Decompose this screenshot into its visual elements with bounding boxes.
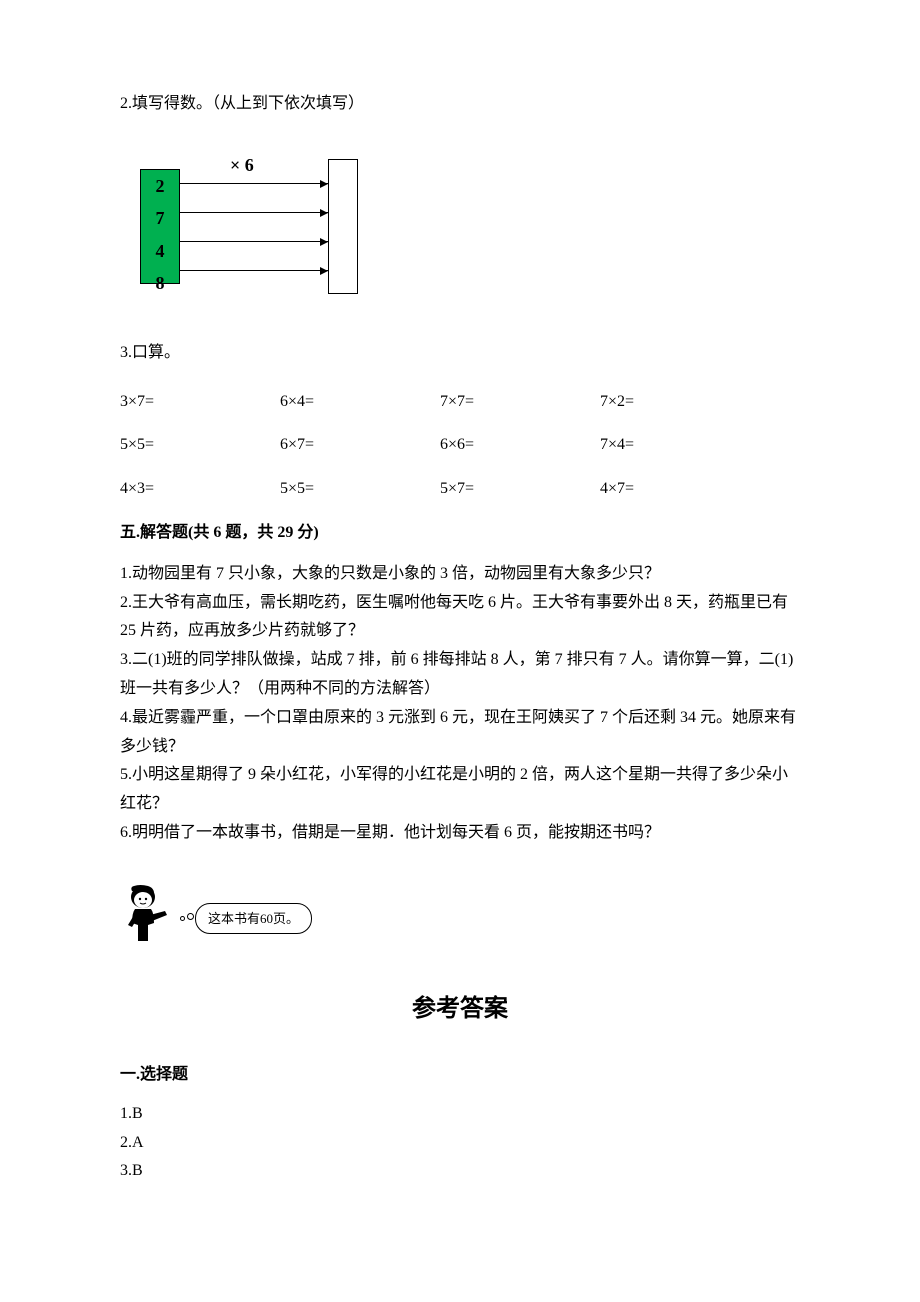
problem-3: 3.二(1)班的同学排队做操，站成 7 排，前 6 排每排站 8 人，第 7 排…: [120, 646, 800, 704]
answer-item: 1.B: [120, 1100, 800, 1129]
word-problems: 1.动物园里有 7 只小象，大象的只数是小象的 3 倍，动物园里有大象多少只？ …: [120, 560, 800, 848]
input-column: 2 7 4 8: [140, 169, 180, 284]
answer-item: 2.A: [120, 1129, 800, 1158]
bubble-dot-icon: [187, 913, 194, 920]
calc-cell: 4×3=: [120, 475, 280, 504]
calc-cell: 4×7=: [600, 475, 760, 504]
boy-speech-figure: 这本书有60页。: [120, 878, 370, 948]
arrow-head-icon: [320, 180, 328, 188]
problem-4: 4.最近雾霾严重，一个口罩由原来的 3 元涨到 6 元，现在王阿姨买了 7 个后…: [120, 704, 800, 762]
question-2-title: 2.填写得数。（从上到下依次填写）: [120, 90, 800, 119]
arrow-head-icon: [320, 238, 328, 246]
arrow-head-icon: [320, 267, 328, 275]
input-cell: 2: [141, 170, 179, 202]
arrow-line: [180, 183, 328, 185]
problem-2: 2.王大爷有高血压，需长期吃药，医生嘱咐他每天吃 6 片。王大爷有事要外出 8 …: [120, 589, 800, 647]
arrow-head-icon: [320, 209, 328, 217]
bubble-dot-icon: [180, 916, 185, 921]
multiply-diagram: × 6 2 7 4 8: [140, 159, 360, 299]
problem-1: 1.动物园里有 7 只小象，大象的只数是小象的 3 倍，动物园里有大象多少只？: [120, 560, 800, 589]
calculation-table: 3×7=6×4=7×7=7×2=5×5=6×7=6×6=7×4=4×3=5×5=…: [120, 388, 800, 504]
problem-6: 6.明明借了一本故事书，借期是一星期．他计划每天看 6 页，能按期还书吗？: [120, 819, 800, 848]
section-5-header: 五.解答题(共 6 题，共 29 分): [120, 519, 800, 548]
arrow-line: [180, 212, 328, 214]
input-cell: 4: [141, 235, 179, 267]
question-3-title: 3.口算。: [120, 339, 800, 368]
calc-cell: 6×4=: [280, 388, 440, 417]
answer-list: 1.B 2.A 3.B: [120, 1100, 800, 1186]
calc-cell: 3×7=: [120, 388, 280, 417]
calc-cell: 5×5=: [120, 431, 280, 460]
calc-cell: 6×6=: [440, 431, 600, 460]
arrow-line: [180, 270, 328, 272]
speech-bubble: 这本书有60页。: [195, 903, 312, 934]
operator-label: × 6: [230, 149, 254, 181]
calc-cell: 7×4=: [600, 431, 760, 460]
calc-cell: 5×7=: [440, 475, 600, 504]
calc-row: 3×7=6×4=7×7=7×2=: [120, 388, 800, 417]
calc-cell: 6×7=: [280, 431, 440, 460]
arrow-line: [180, 241, 328, 243]
calc-cell: 7×2=: [600, 388, 760, 417]
calc-cell: 5×5=: [280, 475, 440, 504]
calc-cell: 7×7=: [440, 388, 600, 417]
answer-item: 3.B: [120, 1157, 800, 1186]
boy-icon: [120, 883, 180, 945]
output-column: [328, 159, 358, 294]
calc-row: 4×3=5×5=5×7=4×7=: [120, 475, 800, 504]
input-cell: 8: [141, 267, 179, 299]
input-cell: 7: [141, 202, 179, 234]
problem-5: 5.小明这星期得了 9 朵小红花，小军得的小红花是小明的 2 倍，两人这个星期一…: [120, 761, 800, 819]
calc-row: 5×5=6×7=6×6=7×4=: [120, 431, 800, 460]
answer-section-1: 一.选择题: [120, 1061, 800, 1090]
answers-title: 参考答案: [120, 988, 800, 1031]
